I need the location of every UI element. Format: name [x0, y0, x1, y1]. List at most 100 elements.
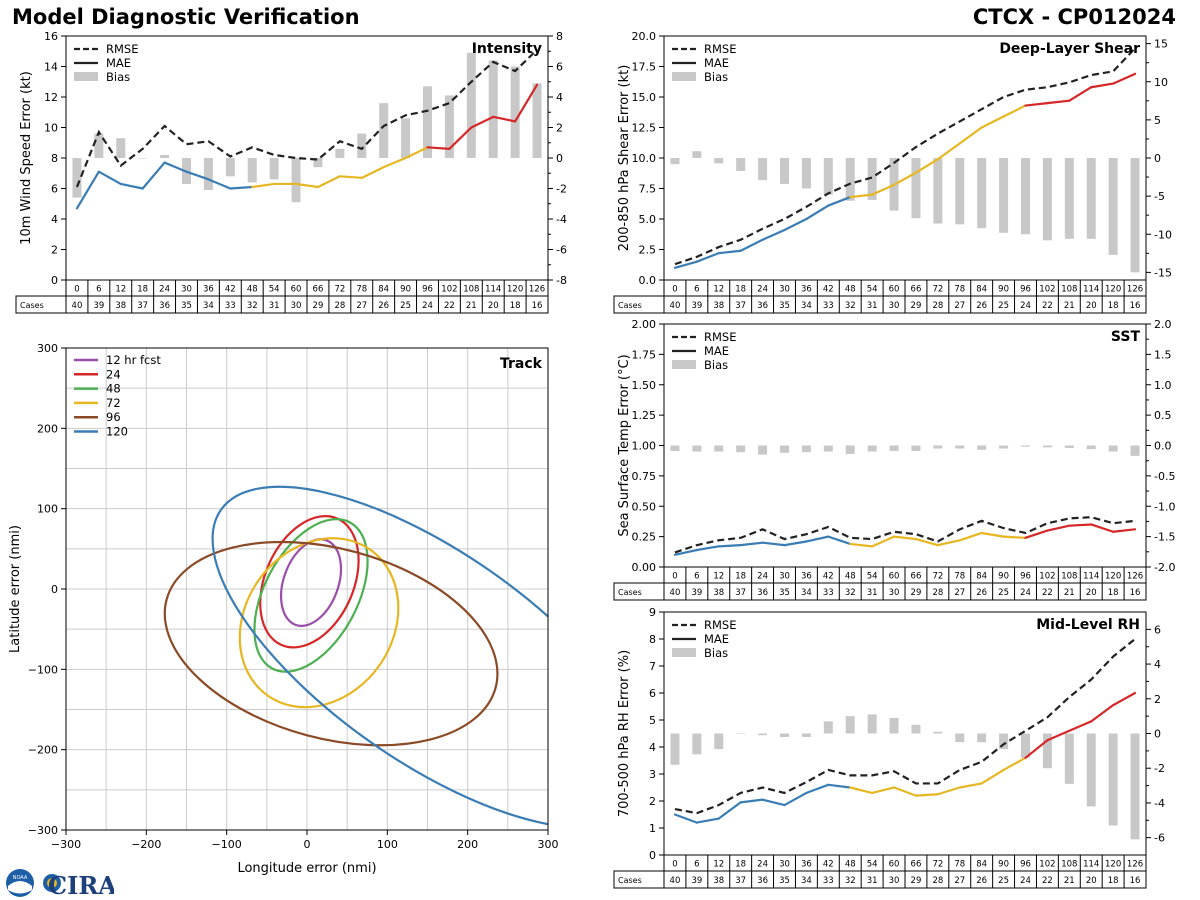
agency-logos: NOAA CIRA [6, 869, 114, 898]
bias-bar [692, 151, 702, 158]
case-count: 18 [1108, 301, 1119, 311]
mae-line-segment [892, 535, 918, 541]
error-ellipse [253, 518, 369, 673]
bias-bar [714, 733, 724, 750]
mae-line-segment [1046, 99, 1071, 105]
mae-line-segment [739, 238, 764, 252]
y-tick-label: 5 [649, 714, 656, 727]
rmse-line [674, 47, 1136, 266]
mae-line-segment [783, 540, 808, 547]
forecast-hour: 0 [672, 285, 677, 295]
forecast-hour: 0 [672, 860, 677, 870]
bias-bar [160, 154, 170, 158]
mae-line-segment [958, 126, 983, 145]
forecast-hour: 12 [115, 285, 126, 295]
y-tick-label: 1.00 [632, 440, 657, 453]
bias-bar [692, 733, 702, 755]
y2-tick-label: -1.0 [1154, 500, 1175, 513]
mae-line-segment [805, 535, 830, 543]
y-tick-label: 4 [51, 213, 58, 226]
y-tick-label: 2.00 [632, 318, 657, 331]
y2-tick-label: -4 [556, 213, 567, 226]
y-tick-label: 0.0 [639, 274, 657, 287]
forecast-hour: 90 [998, 285, 1009, 295]
mae-line-segment [1046, 524, 1071, 532]
y2-tick-label: 0.5 [1154, 409, 1172, 422]
forecast-hour: 108 [1061, 860, 1077, 870]
y2-tick-label: 5 [1154, 114, 1161, 127]
forecast-hour: 66 [911, 572, 922, 582]
forecast-hour: 72 [334, 285, 345, 295]
mae-line-segment [936, 539, 961, 547]
case-count: 28 [932, 301, 943, 311]
rmse-line [75, 48, 538, 188]
cases-row [613, 295, 1147, 314]
case-count: 30 [291, 301, 302, 311]
x-tick-label: 300 [538, 838, 559, 851]
cases-label: Cases [618, 876, 642, 885]
bias-bar [510, 66, 520, 158]
case-count: 28 [334, 301, 345, 311]
bias-bar [933, 158, 943, 224]
case-count: 34 [203, 301, 214, 311]
bias-bar [247, 158, 257, 183]
case-count: 27 [356, 301, 367, 311]
bias-bar [780, 445, 789, 453]
forecast-hour: 108 [1061, 572, 1077, 582]
case-count: 26 [976, 588, 987, 598]
mae-line-segment [75, 170, 100, 210]
forecast-hour: 78 [954, 572, 965, 582]
bias-bar [335, 148, 345, 158]
bias-bar [488, 60, 498, 158]
legend-rmse-label: RMSE [704, 330, 736, 344]
case-count: 37 [735, 876, 746, 886]
mae-line-segment [980, 531, 1005, 538]
case-count: 35 [181, 301, 192, 311]
forecast-hour: 6 [96, 285, 101, 295]
forecast-hour: 84 [976, 285, 987, 295]
bias-bar [1021, 445, 1030, 447]
case-count: 27 [954, 588, 965, 598]
bias-bar [379, 103, 389, 158]
y-tick-label: 0 [51, 583, 58, 596]
bias-bar [801, 158, 811, 189]
y2-tick-label: -5 [1154, 190, 1165, 203]
y-tick-label: 15.0 [632, 91, 657, 104]
forecast-hour: 78 [356, 285, 367, 295]
error-ellipse [211, 485, 548, 829]
mae-line-segment [827, 195, 852, 207]
bias-bar [225, 158, 235, 177]
forecast-hour: 90 [998, 572, 1009, 582]
mae-line-segment [761, 228, 786, 241]
y2-tick-label: 6 [556, 61, 563, 74]
bias-bar [1130, 445, 1140, 456]
legend-rmse-label: RMSE [704, 618, 736, 632]
mae-line-segment [1024, 101, 1049, 107]
case-count: 22 [1042, 588, 1053, 598]
case-count: 35 [779, 301, 790, 311]
forecast-hour: 72 [932, 860, 943, 870]
y2-tick-label: -10 [1154, 228, 1172, 241]
bias-bar [1130, 158, 1140, 273]
y-tick-label: −200 [28, 744, 58, 757]
forecast-hour: 54 [867, 860, 878, 870]
mae-line-segment [492, 115, 517, 123]
forecast-hour: 96 [1020, 860, 1031, 870]
case-count: 16 [1130, 301, 1141, 311]
forecast-hour: 66 [911, 285, 922, 295]
mae-line-segment [695, 252, 720, 263]
case-count: 21 [1064, 301, 1075, 311]
bias-bar [977, 158, 987, 229]
y-tick-label: 6 [51, 183, 58, 196]
case-count: 38 [115, 301, 126, 311]
bias-bar [780, 733, 789, 737]
bias-bar [801, 445, 811, 453]
mae-line-segment [892, 171, 918, 186]
mae-line-segment [805, 204, 830, 221]
forecast-hour: 12 [713, 860, 724, 870]
bias-bar [758, 733, 768, 736]
forecast-hour: 90 [998, 860, 1009, 870]
forecast-hour: 96 [1020, 572, 1031, 582]
